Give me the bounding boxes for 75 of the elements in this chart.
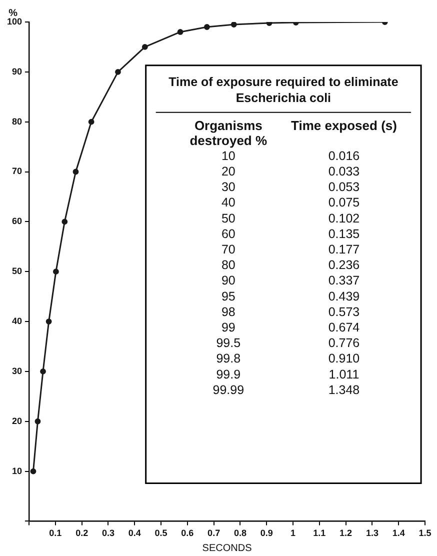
point	[115, 68, 121, 75]
x-tick-label: 0.8	[234, 528, 246, 538]
annotation: 95	[221, 289, 236, 304]
point	[72, 168, 79, 175]
annotation: 98	[221, 304, 236, 319]
annotation: 0.337	[328, 274, 360, 288]
annotation: 60	[221, 226, 236, 241]
annotation: 0.573	[328, 304, 360, 319]
annotation: 99	[221, 320, 236, 334]
annotation: 99.99	[212, 382, 244, 397]
annotation: 99.5	[216, 336, 241, 350]
y-tick-label: 100	[6, 16, 22, 26]
annotation: 0.135	[328, 226, 360, 241]
annotation: Organisms destroyed %	[190, 118, 268, 148]
annotation: 0.910	[328, 352, 360, 366]
point	[177, 29, 184, 35]
point	[204, 24, 210, 30]
annotation: 0.053	[328, 180, 360, 194]
point	[88, 118, 94, 125]
y-tick-label: 50	[12, 266, 22, 276]
point	[34, 418, 41, 424]
point	[52, 268, 59, 275]
y-tick-label: 30	[12, 366, 22, 376]
annotation: 0.075	[328, 196, 360, 210]
x-tick-label: 1	[290, 528, 296, 538]
annotation: 30	[221, 180, 236, 194]
annotation: 40	[221, 196, 236, 210]
y-tick-label: 40	[12, 316, 22, 326]
annotation: 0.439	[328, 289, 360, 304]
point	[40, 368, 46, 374]
annotation: 0.016	[328, 148, 360, 163]
text: Time of exposure required to eliminate Escherichia coli	[168, 74, 398, 105]
x-tick-label: 0.5	[154, 528, 168, 538]
x-tick-label: 0.6	[181, 528, 194, 538]
x-tick-label: 0.2	[76, 528, 88, 538]
y-tick-label: 70	[12, 166, 22, 176]
x-tick-label: 0.7	[208, 528, 220, 538]
x-tick-label: 1.5	[418, 528, 432, 538]
annotation: 10	[221, 148, 236, 163]
annotation: 99.8	[216, 352, 241, 366]
point	[62, 218, 68, 225]
x-axis-title: SECONDS	[202, 542, 252, 554]
y-axis-title: %	[8, 8, 18, 19]
annotation: 0.102	[328, 211, 360, 226]
annotation: 0.776	[328, 336, 360, 350]
y-tick-label: 90	[12, 66, 22, 76]
x-tick-label: 0.3	[102, 528, 114, 538]
point	[142, 44, 148, 50]
x-tick-label: 1.4	[392, 528, 405, 538]
annotation: 80	[221, 258, 236, 272]
x-tick-label: 1.2	[340, 528, 352, 538]
x-tick-label: 0.9	[260, 528, 273, 538]
point	[30, 468, 36, 474]
annotation: 0.236	[328, 258, 360, 272]
annotation: 20	[221, 164, 236, 178]
annotation: 0.177	[328, 242, 360, 256]
annotation: 1.348	[328, 382, 360, 397]
x-tick-label: 1.1	[313, 528, 326, 538]
x-tick-label: 1.3	[366, 528, 378, 538]
annotation: 99.9	[216, 367, 241, 382]
y-tick-label: 60	[12, 216, 22, 226]
point	[46, 318, 52, 324]
y-tick-label: 20	[12, 416, 22, 426]
x-tick-label: 0.4	[128, 528, 141, 538]
annotation: 70	[221, 242, 236, 256]
annotation: 0.033	[328, 164, 360, 178]
y-tick-label: 10	[12, 466, 22, 476]
y-tick-label: 80	[12, 116, 22, 126]
annotation: 90	[221, 274, 236, 288]
annotation: 1.011	[328, 367, 360, 382]
annotation: 0.674	[328, 320, 360, 334]
point	[230, 22, 237, 28]
annotation: 50	[221, 211, 236, 226]
x-tick-label: 0.1	[49, 528, 62, 538]
annotation: Time exposed (s)	[290, 118, 397, 134]
